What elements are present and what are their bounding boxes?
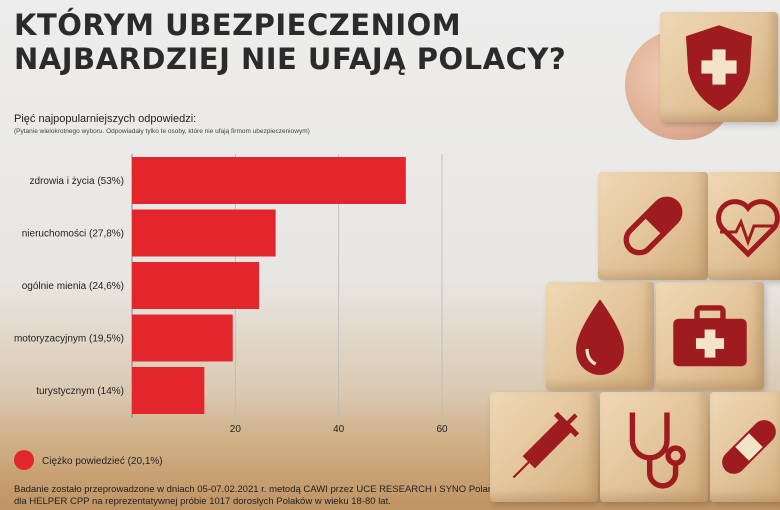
category-label: nieruchomości (27,8%): [22, 229, 124, 240]
title-line-2: NAJBARDZIEJ NIE UFAJĄ POLACY?: [14, 42, 567, 76]
shield-block: [660, 12, 778, 122]
stethoscope-block: [600, 392, 708, 502]
chart-subtitle: Pięć najpopularniejszych odpowiedzi:: [14, 113, 197, 125]
drop-block: [546, 282, 654, 390]
footer-line-2: dla HELPER CPP na reprezentatywnej próbi…: [14, 496, 391, 507]
page-title: KTÓRYM UBEZPIECZENIOM NAJBARDZIEJ NIE UF…: [14, 8, 566, 76]
bar-chart: zdrowia i życia (53%) nieruchomości (27,8…: [14, 154, 448, 470]
blood-drop-icon: [576, 299, 624, 375]
category-label: zdrowia i życia (53%): [30, 176, 124, 187]
bar: [132, 209, 276, 257]
bar: [132, 367, 205, 414]
bar: [132, 262, 260, 309]
syringe-block: [490, 392, 598, 502]
stethoscope-icon: [629, 412, 686, 489]
shield-cross-icon: [686, 25, 752, 112]
syringe-icon: [512, 411, 580, 479]
chart-note: (Pytanie wielokrotnego wyboru. Odpowiada…: [14, 128, 310, 135]
x-tick-label: 60: [436, 424, 448, 435]
pill-icon: [623, 196, 683, 256]
x-tick-label: 40: [333, 424, 345, 435]
heart-block: [708, 172, 780, 280]
footer-note: Badanie zostało przeprowadzone w dniach …: [14, 484, 498, 508]
heartbeat-icon: [716, 199, 780, 258]
legend-marker: [14, 450, 34, 470]
x-tick-label: 20: [230, 424, 242, 435]
first-aid-kit-icon: [673, 305, 747, 367]
category-label: turystycznym (14%): [36, 386, 124, 397]
legend-label: Ciężko powiedzieć (20,1%): [42, 456, 163, 467]
footer-line-1: Badanie zostało przeprowadzone w dniach …: [14, 484, 499, 495]
bandage-icon: [722, 420, 776, 474]
category-label: ogólnie mienia (24,6%): [22, 281, 124, 292]
category-label: motoryzacyjnym (19,5%): [14, 334, 124, 345]
title-line-1: KTÓRYM UBEZPIECZENIOM: [14, 8, 462, 42]
bar: [132, 314, 233, 362]
bandage-block: [710, 392, 780, 502]
bar: [132, 157, 406, 204]
kit-block: [656, 282, 764, 390]
pill-block: [598, 172, 708, 280]
